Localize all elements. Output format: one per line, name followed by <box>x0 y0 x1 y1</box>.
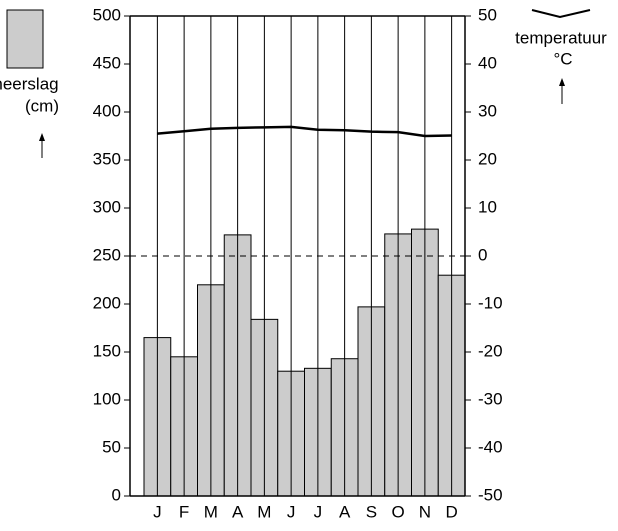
x-tick-label: A <box>339 502 351 521</box>
y-tick-label: 300 <box>93 197 121 216</box>
y2-tick-label: -20 <box>478 341 503 360</box>
legend-label: neerslag <box>0 74 59 93</box>
x-tick-label: J <box>287 502 296 521</box>
x-tick-label: M <box>257 502 271 521</box>
y-tick-label: 0 <box>112 485 121 504</box>
y2-tick-label: 40 <box>478 53 497 72</box>
y2-tick-label: 20 <box>478 149 497 168</box>
y2-tick-label: -30 <box>478 389 503 408</box>
y-tick-label: 100 <box>93 389 121 408</box>
y-tick-label: 350 <box>93 149 121 168</box>
y2-tick-label: -10 <box>478 293 503 312</box>
arrow-head <box>559 78 565 86</box>
y2-tick-label: 50 <box>478 5 497 24</box>
x-tick-label: S <box>366 502 377 521</box>
y-unit: (cm) <box>25 96 59 115</box>
y2-unit: °C <box>553 49 572 68</box>
y2-tick-label: 10 <box>478 197 497 216</box>
y2-tick-label: -40 <box>478 437 503 456</box>
x-tick-label: A <box>232 502 244 521</box>
y2-tick-label: 30 <box>478 101 497 120</box>
legend-swatch <box>6 9 44 69</box>
y-tick-label: 250 <box>93 245 121 264</box>
y-tick-label: 150 <box>93 341 121 360</box>
y-tick-label: 400 <box>93 101 121 120</box>
x-tick-label: J <box>314 502 323 521</box>
x-tick-label: J <box>153 502 162 521</box>
y-tick-label: 450 <box>93 53 121 72</box>
x-tick-label: F <box>179 502 189 521</box>
x-tick-label: N <box>419 502 431 521</box>
y-tick-label: 50 <box>102 437 121 456</box>
y2-tick-label: -50 <box>478 485 503 504</box>
y-tick-label: 200 <box>93 293 121 312</box>
temperature-line <box>157 125 452 138</box>
legend-line <box>531 9 591 19</box>
x-tick-label: D <box>445 502 457 521</box>
y-tick-label: 500 <box>93 5 121 24</box>
x-tick-label: M <box>204 502 218 521</box>
legend-label: temperatuur <box>515 28 607 47</box>
y2-tick-label: 0 <box>478 245 487 264</box>
x-tick-label: O <box>392 502 405 521</box>
arrow-head <box>39 133 45 141</box>
